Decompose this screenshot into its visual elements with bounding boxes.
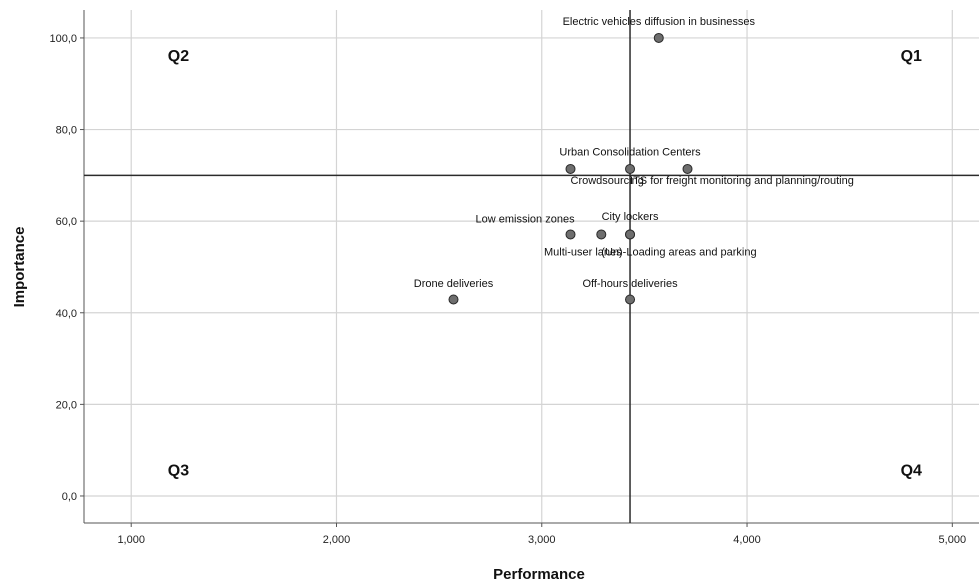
- x-axis-title: Performance: [493, 566, 585, 583]
- point-label: Crowdsourcing: [571, 175, 644, 187]
- data-point: [448, 294, 459, 305]
- point-label: Multi-user lanes: [544, 247, 622, 259]
- quadrant-label-q2: Q2: [168, 48, 189, 65]
- point-label: Urban Consolidation Centers: [559, 147, 701, 159]
- point-label: Off-hours deliveries: [582, 278, 678, 290]
- data-point: [682, 163, 693, 174]
- data-points: [448, 32, 693, 305]
- data-point: [625, 229, 636, 240]
- point-label: (Un)-Loading areas and parking: [601, 247, 756, 259]
- y-tick-label: 60,0: [56, 216, 77, 228]
- x-tick-label: 5,000: [939, 534, 967, 546]
- data-point: [565, 229, 576, 240]
- tick-labels: 1,000 2,000 3,000 4,000 5,000 0,0 20,0 40,0 60,0…: [49, 33, 966, 546]
- quadrant-label-q3: Q3: [168, 462, 189, 479]
- x-tick-label: 2,000: [323, 534, 351, 546]
- y-tick-label: 100,0: [49, 33, 77, 45]
- data-point: [653, 32, 664, 43]
- quadrant-label-q4: Q4: [901, 462, 922, 479]
- y-axis-title: Importance: [11, 227, 28, 308]
- y-tick-label: 0,0: [62, 491, 77, 503]
- grid-lines: [84, 10, 979, 523]
- y-tick-label: 40,0: [56, 308, 77, 320]
- point-label: Electric vehicles diffusion in businesse…: [563, 16, 756, 28]
- data-point: [596, 229, 607, 240]
- point-label: Drone deliveries: [414, 278, 494, 290]
- point-label: City lockers: [602, 211, 659, 223]
- data-point: [625, 294, 636, 305]
- y-tick-label: 20,0: [56, 399, 77, 411]
- quadrant-label-q1: Q1: [901, 48, 922, 65]
- quadrant-labels: Q1 Q2 Q3 Q4: [168, 48, 922, 480]
- data-point: [565, 163, 576, 174]
- data-point: [625, 163, 636, 174]
- point-labels: Electric vehicles diffusion in businesse…: [414, 16, 854, 290]
- reference-lines: [84, 10, 979, 523]
- x-tick-label: 4,000: [733, 534, 761, 546]
- x-tick-label: 3,000: [528, 534, 556, 546]
- y-tick-label: 80,0: [56, 125, 77, 137]
- x-tick-label: 1,000: [117, 534, 145, 546]
- point-label: Low emission zones: [476, 214, 576, 226]
- point-label: ITS for freight monitoring and planning/…: [630, 175, 854, 187]
- axes: [80, 10, 979, 527]
